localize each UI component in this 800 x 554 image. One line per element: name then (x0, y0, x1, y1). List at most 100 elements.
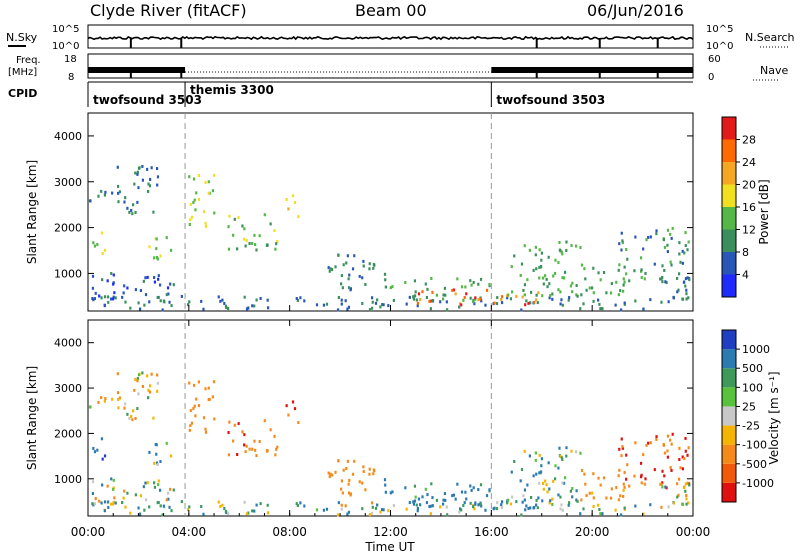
power-cell (456, 277, 459, 281)
power-cell (134, 288, 137, 292)
noise-search-label: N.Search (745, 31, 795, 44)
power-cell (488, 282, 491, 286)
velocity-cell (647, 441, 650, 445)
velocity-cell (533, 505, 536, 509)
velocity-cell (387, 509, 390, 513)
velocity-cell (340, 507, 343, 511)
velocity-colorbar-step (722, 482, 736, 502)
cpid-segment-label: twofsound 3503 (93, 93, 202, 107)
velocity-cell (188, 428, 191, 432)
power-cell (156, 257, 159, 261)
velocity-cell (110, 477, 113, 481)
power-cell (340, 282, 343, 286)
power-cell (601, 307, 604, 311)
power-cell (372, 262, 375, 266)
freq-unit-label: [MHz] (8, 67, 37, 78)
power-cell (609, 291, 613, 295)
velocity-cell (197, 380, 200, 384)
velocity-cell (463, 501, 466, 505)
velocity-cell (148, 450, 151, 454)
velocity-cell (628, 484, 631, 488)
velocity-cell (417, 497, 421, 501)
power-cell (100, 296, 103, 300)
power-cell (474, 296, 477, 300)
velocity-cell (619, 513, 623, 517)
velocity-cell (340, 487, 343, 491)
velocity-cell (599, 512, 602, 516)
power-cell (100, 231, 104, 235)
power-colorbar-tick-label: 28 (742, 134, 756, 147)
velocity-cell (561, 481, 564, 485)
power-cell (560, 298, 563, 302)
power-cell (534, 245, 537, 249)
velocity-cell (116, 372, 119, 376)
velocity-cell (340, 479, 344, 483)
velocity-cell (348, 478, 351, 482)
velocity-cell (144, 481, 147, 485)
power-cell (687, 296, 690, 300)
velocity-cell (663, 451, 667, 455)
power-cell (148, 177, 152, 181)
power-cell (686, 276, 689, 280)
power-cell (565, 248, 568, 252)
velocity-cell (441, 502, 445, 506)
power-cell (236, 247, 239, 251)
velocity-cell (97, 400, 100, 404)
velocity-cell (563, 476, 567, 480)
power-cell (540, 258, 543, 262)
power-cell (576, 294, 579, 298)
power-cell (582, 302, 585, 306)
cpid-segment-label: twofsound 3503 (496, 93, 605, 107)
velocity-cell (609, 496, 613, 500)
velocity-cell (132, 409, 135, 413)
velocity-cell (368, 467, 371, 471)
velocity-cell (347, 510, 351, 514)
velocity-cell (575, 498, 578, 502)
velocity-cell (122, 496, 125, 500)
velocity-cell (362, 469, 365, 473)
power-cell (162, 299, 165, 303)
velocity-cell (535, 503, 538, 507)
velocity-colorbar-tick-label: -1000 (742, 477, 774, 490)
velocity-cell (253, 509, 256, 513)
power-cell (662, 238, 665, 242)
velocity-cell (223, 507, 226, 511)
power-cell (649, 298, 652, 302)
power-cell (253, 233, 256, 237)
velocity-cell (106, 484, 109, 488)
velocity-cell (625, 453, 628, 457)
velocity-cell (521, 500, 524, 504)
velocity-cell (413, 499, 417, 503)
velocity-cell (495, 507, 499, 511)
power-colorbar-step (722, 229, 736, 252)
velocity-cell (372, 472, 375, 476)
velocity-cell (137, 506, 140, 510)
velocity-cell (204, 387, 207, 391)
velocity-cell (510, 495, 514, 499)
power-colorbar-step (722, 184, 736, 207)
power-cell (623, 280, 626, 284)
velocity-cell (243, 500, 246, 504)
power-cell (472, 280, 475, 284)
velocity-cell (165, 441, 168, 445)
freq-tick-top: 18 (64, 54, 77, 65)
velocity-cell (392, 504, 395, 508)
power-cell (197, 174, 200, 178)
power-cell (431, 290, 434, 294)
power-cell (342, 263, 345, 267)
velocity-cell (94, 497, 97, 501)
power-cell (202, 210, 206, 214)
power-cell (103, 193, 107, 197)
power-cell (347, 305, 351, 309)
velocity-cell (576, 499, 579, 503)
power-cell (245, 239, 248, 243)
velocity-cell (687, 446, 690, 450)
velocity-colorbar-tick-label: -25 (742, 420, 760, 433)
power-cell (91, 297, 94, 301)
power-cell (583, 267, 586, 271)
power-cell (112, 282, 115, 286)
power-cell (106, 295, 110, 299)
velocity-cell (663, 474, 666, 478)
velocity-cell (169, 454, 173, 458)
velocity-cell (380, 508, 384, 512)
